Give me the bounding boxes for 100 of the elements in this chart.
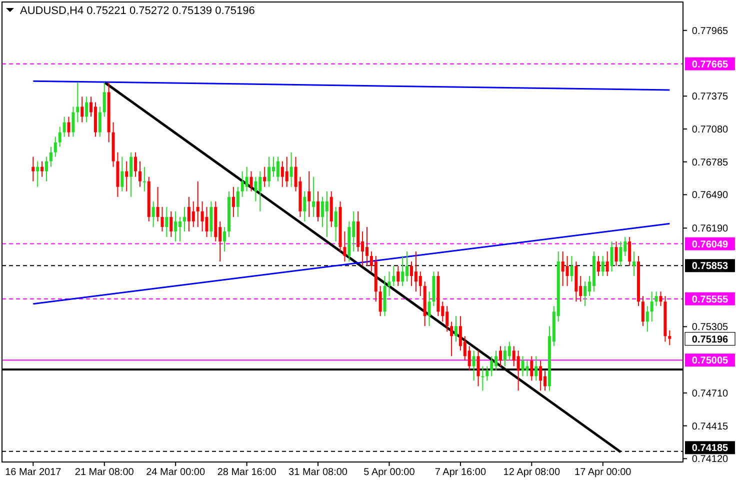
ref-line-label: 0.75005 [692,356,729,367]
candlestick [156,186,160,222]
candlestick [401,255,404,287]
candlestick [476,350,480,387]
text: 0.75196 [692,334,729,346]
candlestick [58,126,62,148]
candlestick [276,156,280,182]
candlestick [601,255,604,276]
candlestick [526,360,529,377]
candlestick [290,152,293,188]
candlestick [521,356,524,377]
y-tick-label: 0.77080 [692,124,729,136]
candlestick [49,146,52,168]
y-tick-label: 0.74710 [692,388,729,400]
y-tick-label: 0.74415 [692,421,729,432]
candlestick [152,200,155,228]
candlestick [174,210,178,242]
candlestick [130,152,133,198]
candlestick [32,156,35,182]
candlestick [80,96,84,123]
candlestick [170,210,173,238]
candlestick [650,291,654,322]
candlestick [182,206,186,232]
candlestick [120,156,124,192]
candlestick [192,200,195,228]
candlestick [308,170,311,218]
candlestick [40,160,44,178]
candlestick [245,166,248,192]
x-tick-label: 24 Mar 00:00 [146,467,206,478]
candlestick [223,226,226,252]
candlestick [98,106,102,138]
y-tick-label: 0.74120 [692,454,729,466]
candlestick [85,96,88,123]
x-tick-label: 31 Mar 08:00 [288,467,348,478]
ref-line-label: 0.75555 [692,294,729,306]
ref-line-label: 0.74185 [692,443,729,454]
candlestick [232,186,235,218]
candlestick [632,250,636,276]
y-tick-label: 0.77965 [692,26,729,37]
candlestick [303,190,306,222]
candlestick [539,360,542,392]
candlestick [499,346,502,367]
candlestick [250,170,253,192]
candlestick [343,230,346,262]
candlestick [534,356,538,382]
candlestick [472,350,476,382]
candlestick [396,265,400,287]
candlestick [418,271,422,297]
candlestick [646,306,649,332]
x-tick-label: 12 Apr 08:00 [503,467,560,478]
y-tick-label: 0.77375 [692,92,729,103]
candlestick [668,330,672,346]
candlestick [388,271,391,297]
candlestick [160,206,164,232]
x-tick-label: 7 Apr 16:00 [434,467,486,478]
candlestick [468,346,471,372]
ref-line-label: 0.76049 [692,239,729,250]
ref-line-label: 0.77665 [692,59,729,70]
candlestick [263,166,266,188]
candlestick [325,190,328,238]
candlestick [196,180,200,228]
candlestick [614,240,618,266]
candlestick [285,156,288,188]
candlestick [125,160,128,192]
x-tick-label: 16 Mar 2017 [5,467,62,478]
candlestick [641,296,644,327]
candlestick [102,82,106,118]
candlestick [392,265,396,287]
candlestick [165,206,168,238]
candlestick [619,240,622,266]
candlestick [67,116,70,138]
y-tick-label: 0.76490 [692,190,729,202]
candlestick [481,366,484,392]
candlestick [490,356,494,377]
candlestick [378,286,382,317]
candlestick [428,291,431,327]
y-tick-label: 0.76785 [692,157,729,168]
y-tick-label: 0.76190 [692,224,729,235]
candlestick [659,291,662,307]
candlestick [530,356,534,382]
candlestick [142,166,146,192]
candlestick [205,206,208,238]
candlestick [606,250,609,276]
candlestick [312,176,316,218]
candlestick [516,350,520,392]
candlestick [138,160,142,188]
chart-title: AUDUSD,H4 0.75221 0.75272 0.75139 0.75196 [20,5,255,17]
candlestick [454,316,458,342]
candlestick [200,200,204,232]
candlestick [236,186,240,218]
candlestick [62,116,66,138]
candlestick [508,341,511,362]
candlestick [610,240,614,272]
candlestick [76,82,80,123]
candlestick [596,255,600,276]
ref-line-label: 0.75853 [692,261,729,272]
x-tick-label: 17 Apr 00:00 [574,467,632,478]
y-tick-label: 0.75305 [692,322,729,334]
candlestick [254,176,258,202]
candlestick [334,206,338,242]
